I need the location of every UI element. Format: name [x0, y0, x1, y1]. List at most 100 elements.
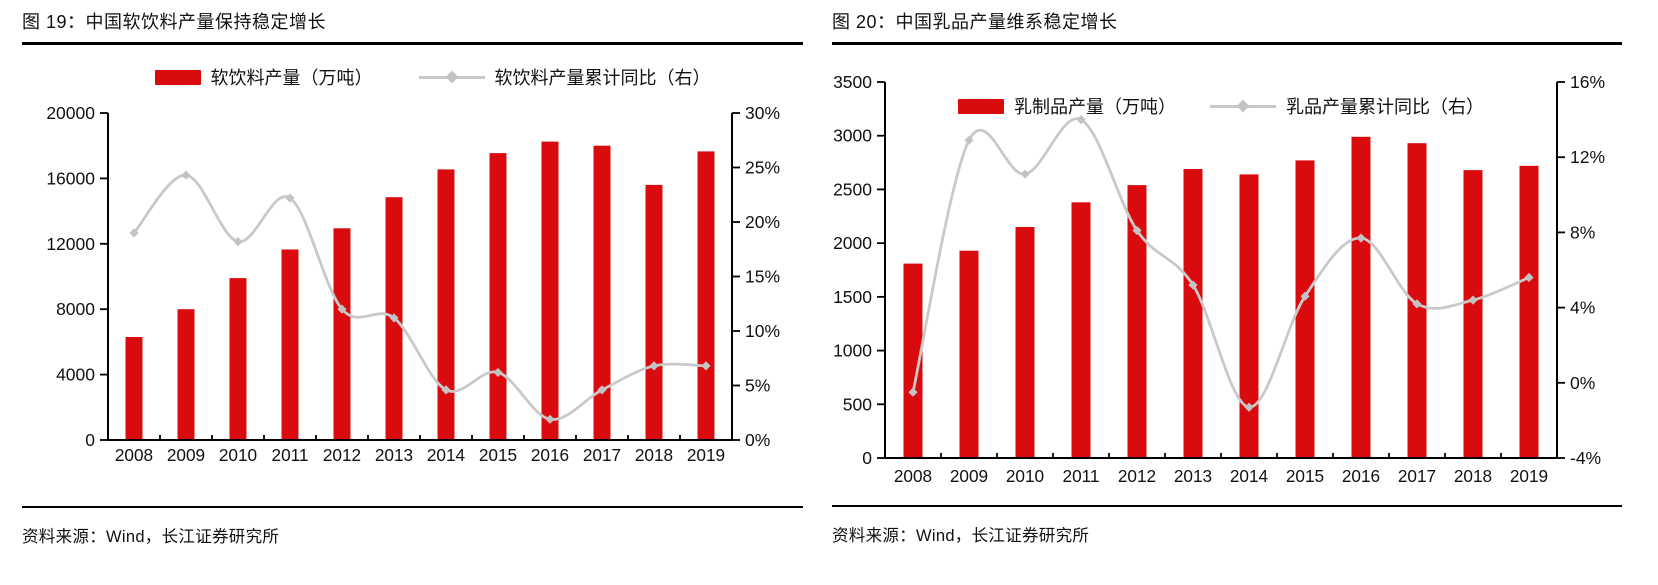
bar-2015	[489, 153, 507, 440]
marker-2015	[493, 367, 503, 378]
left-axis-tick-label: 2500	[833, 179, 872, 199]
x-axis-year-label: 2016	[531, 445, 569, 465]
x-axis-year-label: 2014	[427, 445, 466, 465]
right-axis-tick-label: 25%	[745, 158, 780, 178]
right-axis-tick-label: 4%	[1570, 298, 1595, 318]
bar-2018	[1463, 170, 1483, 458]
x-axis-year-label: 2019	[687, 445, 725, 465]
marker-2012	[337, 304, 347, 314]
left-axis-tick-label: 4000	[56, 365, 95, 385]
marker-2018	[649, 361, 659, 371]
x-axis-year-label: 2012	[323, 445, 361, 465]
bar-2011	[281, 249, 299, 440]
line-series-marker-icon	[1210, 104, 1276, 108]
figure-19-chart-area: 0 4000 8000 12000 16000 20000 0% 5% 10% 15% 20% 25%…	[22, 95, 803, 470]
left-axis-tick-label: 16000	[46, 168, 95, 188]
x-axis-year-label: 2010	[1006, 466, 1044, 486]
bar-2018	[645, 184, 663, 440]
x-axis-year-label: 2013	[375, 445, 413, 465]
marker-2018	[1468, 295, 1478, 305]
bar-2014	[437, 169, 455, 440]
x-axis-year-label: 2009	[167, 445, 205, 465]
x-axis-year-label: 2017	[1398, 466, 1436, 486]
figure-20-title: 图 20：中国乳品产量维系稳定增长	[832, 12, 1622, 45]
x-axis-year-label: 2010	[219, 445, 257, 465]
legend-label-bar-series: 软饮料产量（万吨）	[210, 68, 373, 88]
bar-2016	[541, 141, 559, 440]
x-axis-year-label: 2011	[1063, 466, 1100, 486]
left-axis-tick-label: 0	[85, 430, 95, 450]
marker-2008	[129, 228, 139, 238]
figure-20-dairy-chart: 图 20：中国乳品产量维系稳定增长 0 500 1000 1500 2000 2500 30…	[832, 12, 1622, 546]
marker-2017	[1412, 299, 1422, 309]
x-axis-year-label: 2015	[479, 445, 517, 465]
right-axis-tick-label: 16%	[1570, 72, 1605, 92]
figure-20-bottom-rule	[832, 505, 1622, 507]
right-axis-tick-label: 0%	[745, 430, 770, 450]
x-axis-year-label: 2012	[1118, 466, 1156, 486]
marker-2019	[701, 361, 711, 371]
marker-2009	[181, 170, 191, 180]
x-axis-year-label: 2019	[1510, 466, 1548, 486]
left-axis-tick-label: 0	[862, 448, 872, 468]
figure-19-legend: 软饮料产量（万吨） 软饮料产量累计同比（右）	[22, 59, 803, 95]
x-axis-year-label: 2017	[583, 445, 621, 465]
figure-20-chart-area: 0 500 1000 1500 2000 2500 3000 3500 -4% 0% 4% 8% 12%…	[832, 45, 1622, 495]
legend-label-bar-series: 乳制品产量（万吨）	[1014, 97, 1176, 117]
x-axis-year-label: 2008	[115, 445, 153, 465]
bar-2008	[903, 263, 923, 458]
marker-2016	[545, 414, 555, 424]
left-axis-tick-label: 3500	[833, 72, 872, 92]
left-axis-tick-label: 2000	[833, 233, 872, 253]
bar-2013	[1183, 169, 1203, 458]
bar-2009	[177, 309, 195, 440]
x-axis-year-label: 2008	[894, 466, 932, 486]
right-axis-tick-label: 0%	[1570, 373, 1595, 393]
marker-2009	[964, 135, 974, 145]
bar-2017	[593, 145, 611, 440]
left-axis-tick-label: 8000	[56, 299, 95, 319]
marker-2010	[233, 237, 243, 247]
left-axis-tick-label: 1000	[833, 341, 872, 361]
marker-2010	[1020, 169, 1030, 179]
right-axis-tick-label: 30%	[745, 103, 780, 123]
left-axis-tick-label: 500	[843, 394, 872, 414]
marker-2008	[908, 387, 918, 397]
bar-2010	[229, 278, 247, 440]
x-axis-year-label: 2018	[635, 445, 673, 465]
right-axis-tick-label: 15%	[745, 267, 780, 287]
legend-item-bar-series: 软饮料产量（万吨）	[154, 64, 373, 90]
bar-series-swatch-icon	[958, 98, 1004, 114]
figure-19-source: 资料来源：Wind，长江证券研究所	[22, 528, 280, 546]
bar-2008	[125, 337, 143, 440]
legend-label-line-series: 软饮料产量累计同比（右）	[494, 68, 711, 88]
figure-20-source: 资料来源：Wind，长江证券研究所	[832, 527, 1090, 545]
right-axis-tick-label: 5%	[745, 376, 770, 396]
x-axis-year-label: 2015	[1286, 466, 1324, 486]
yoy-line	[911, 117, 1531, 409]
x-axis-year-label: 2011	[272, 445, 309, 465]
bar-2011	[1071, 202, 1091, 458]
right-axis-tick-label: 20%	[745, 212, 780, 232]
figure-19-soft-drink-chart: 图 19：中国软饮料产量保持稳定增长 软饮料产量（万吨） 软饮料产量累计同比（右…	[22, 12, 803, 547]
bar-2015	[1295, 160, 1315, 458]
x-axis-year-label: 2016	[1342, 466, 1380, 486]
bar-2012	[1127, 185, 1147, 458]
bar-2019	[1519, 165, 1539, 459]
soft-drink-chart-canvas: 0 4000 8000 12000 16000 20000 0% 5% 10% 15% 20% 25%…	[46, 103, 780, 465]
figure-19-bottom-rule	[22, 506, 803, 508]
right-axis-tick-label: 8%	[1570, 222, 1595, 242]
x-axis-year-label: 2009	[950, 466, 988, 486]
marker-2017	[597, 385, 607, 395]
left-axis-tick-label: 12000	[46, 234, 95, 254]
bar-2014	[1239, 174, 1259, 458]
bar-2016	[1351, 136, 1371, 459]
left-axis-tick-label: 1500	[833, 287, 872, 307]
x-axis-year-label: 2014	[1230, 466, 1269, 486]
figure-19-title: 图 19：中国软饮料产量保持稳定增长	[22, 12, 803, 45]
figure-20-legend: 乳制品产量（万吨） 乳品产量累计同比（右）	[885, 93, 1557, 119]
marker-2014	[441, 385, 451, 395]
marker-2011	[285, 193, 295, 203]
legend-item-line-series: 乳品产量累计同比（右）	[1210, 93, 1484, 119]
x-axis-year-label: 2013	[1174, 466, 1212, 486]
